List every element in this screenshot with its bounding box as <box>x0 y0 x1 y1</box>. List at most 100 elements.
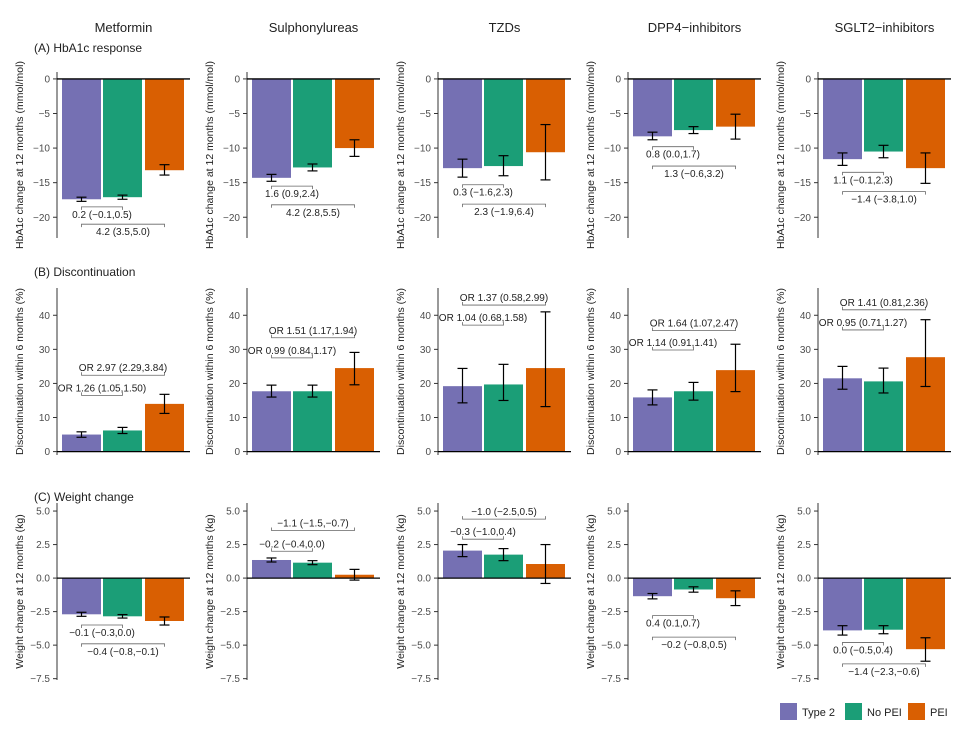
y-tick-label: −10 <box>414 144 431 155</box>
facet-panel: 5.0 2.5 0.0 −2.5 −5.0 −7.5 Weight change at 12… <box>204 503 380 685</box>
y-tick-label: 0 <box>425 74 431 85</box>
y-tick-label: 30 <box>800 345 812 356</box>
y-tick-label: 10 <box>229 413 241 424</box>
comparison-label: 0.2 (−0.1,0.5) <box>72 210 132 221</box>
facet-title-3: DPP4−inhibitors <box>648 20 742 35</box>
y-tick-label: 0 <box>234 74 240 85</box>
bar-pei <box>145 78 184 171</box>
y-tick-label: 0.0 <box>607 574 621 585</box>
y-tick-label: −15 <box>223 178 240 189</box>
panel-title: (C) Weight change <box>34 490 134 504</box>
facet-title-0: Metformin <box>95 20 153 35</box>
comparison-bracket <box>462 322 504 326</box>
legend-label: PEI <box>930 707 948 719</box>
bar-no-pei <box>864 78 903 152</box>
y-tick-label: 10 <box>800 413 812 424</box>
y-tick-label: −10 <box>604 144 621 155</box>
y-tick-label: −20 <box>794 213 811 224</box>
bar-no-pei <box>103 78 142 198</box>
y-tick-label: 0 <box>805 74 811 85</box>
comparison-label: OR 1.41 (0.81,2.36) <box>840 298 928 309</box>
comparison-label: 0.3 (−1.6,2.3) <box>453 188 513 199</box>
y-tick-label: 2.5 <box>797 540 811 551</box>
bar-type-2 <box>62 578 101 615</box>
comparison-label: OR 1.14 (0.91,1.41) <box>629 338 717 349</box>
y-axis-title: Discontinuation within 6 months (%) <box>14 288 26 455</box>
comparison-label: 4.2 (2.8,5.5) <box>286 208 340 219</box>
comparison-label: OR 1.37 (0.58,2.99) <box>460 293 548 304</box>
y-tick-label: 0 <box>805 447 811 458</box>
bar-no-pei <box>293 391 332 452</box>
comparison-bracket <box>462 302 546 306</box>
y-axis-title: Discontinuation within 6 months (%) <box>585 288 597 455</box>
bar-type-2 <box>252 391 291 452</box>
y-tick-label: 20 <box>39 379 51 390</box>
bar-no-pei <box>674 78 713 131</box>
comparison-bracket <box>271 185 313 190</box>
y-tick-label: 10 <box>420 413 432 424</box>
y-axis-title: HbA1c change at 12 months (mmol/mol) <box>395 61 407 249</box>
comparison-bracket <box>81 643 165 647</box>
bar-type-2 <box>62 434 101 452</box>
comparison-bracket <box>271 527 355 531</box>
bar-pei <box>145 578 184 621</box>
comparison-label: 0.8 (0.0,1.7) <box>646 150 700 161</box>
comparison-label: −1.0 (−2.5,0.5) <box>471 507 537 518</box>
comparison-bracket <box>271 548 313 552</box>
facet-panel: 0 10 20 30 40 Discontinuation within 6 months… <box>585 288 761 458</box>
y-tick-label: −2.5 <box>601 607 621 618</box>
comparison-bracket <box>652 327 736 332</box>
y-tick-label: −20 <box>223 213 240 224</box>
comparison-label: OR 1.04 (0.68,1.58) <box>439 313 527 324</box>
comparison-bracket <box>842 326 884 331</box>
y-tick-label: −7.5 <box>601 674 621 685</box>
y-tick-label: −7.5 <box>30 674 50 685</box>
comparison-bracket <box>842 191 926 195</box>
comparison-bracket <box>271 204 355 208</box>
y-tick-label: −20 <box>414 213 431 224</box>
comparison-bracket <box>652 615 694 619</box>
comparison-bracket <box>271 354 313 359</box>
y-tick-label: 0.0 <box>797 574 811 585</box>
y-tick-label: −5 <box>420 109 432 120</box>
y-tick-label: −7.5 <box>411 674 431 685</box>
facet-panel: 5.0 2.5 0.0 −2.5 −5.0 −7.5 Weight change at 12… <box>14 503 190 685</box>
bar-type-2 <box>823 378 862 452</box>
facet-panel: 0 10 20 30 40 Discontinuation within 6 months… <box>204 288 380 458</box>
y-tick-label: −15 <box>414 178 431 189</box>
comparison-bracket <box>842 171 884 176</box>
bar-type-2 <box>823 578 862 631</box>
bar-no-pei <box>484 554 523 579</box>
legend-swatch <box>908 703 925 720</box>
y-tick-label: 2.5 <box>417 540 431 551</box>
bar-type-2 <box>823 78 862 160</box>
y-tick-label: −5 <box>39 109 51 120</box>
facet-title-2: TZDs <box>489 20 521 35</box>
comparison-label: 0.4 (0.1,0.7) <box>646 619 700 630</box>
comparison-bracket <box>81 392 123 396</box>
comparison-bracket <box>842 642 884 646</box>
y-tick-label: −7.5 <box>791 674 811 685</box>
y-tick-label: −15 <box>33 178 50 189</box>
y-tick-label: −15 <box>604 178 621 189</box>
legend-label: No PEI <box>867 707 902 719</box>
comparison-bracket <box>652 165 736 170</box>
y-tick-label: −20 <box>604 213 621 224</box>
panel-title: (B) Discontinuation <box>34 265 135 279</box>
bar-type-2 <box>252 78 291 178</box>
facet-panel: 0 −5 −10 −15 −20 HbA1c change at 12 months (m… <box>14 61 190 249</box>
facet-panel: 0 −5 −10 −15 −20 HbA1c change at 12 months (m… <box>775 61 951 249</box>
y-tick-label: 5.0 <box>607 507 621 518</box>
comparison-bracket <box>652 636 736 641</box>
y-tick-label: 30 <box>229 345 241 356</box>
y-axis-title: Weight change at 12 months (kg) <box>775 514 787 668</box>
facet-panel: 0 10 20 30 40 Discontinuation within 6 months… <box>395 288 571 458</box>
y-tick-label: −5.0 <box>220 641 240 652</box>
y-tick-label: 20 <box>420 379 432 390</box>
y-tick-label: 2.5 <box>226 540 240 551</box>
y-tick-label: −5.0 <box>30 641 50 652</box>
comparison-bracket <box>462 203 546 208</box>
bar-pei <box>716 578 755 599</box>
facet-title-4: SGLT2−inhibitors <box>835 20 935 35</box>
comparison-bracket <box>81 206 123 210</box>
